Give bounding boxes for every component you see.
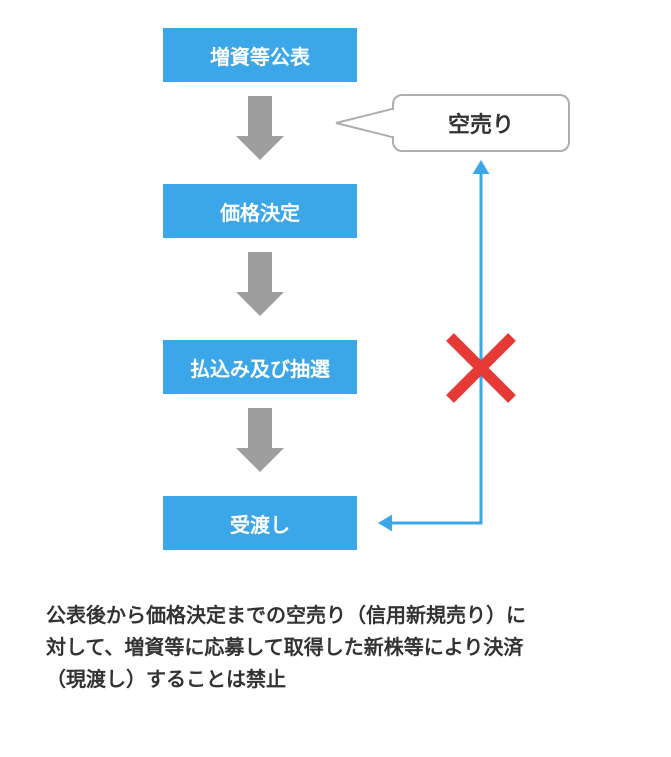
- prohibition-x-icon: [446, 333, 516, 403]
- step-box-3: 払込み及び抽選: [163, 340, 357, 394]
- step-label-1: 増資等公表: [210, 41, 310, 70]
- diagram-container: 増資等公表 価格決定 払込み及び抽選 受渡し 空売り 公表後から価格決定までの空…: [0, 0, 671, 757]
- caption-line-2: 対して、増資等に応募して取得した新株等により決済: [46, 637, 523, 659]
- step-label-2: 価格決定: [220, 197, 300, 226]
- down-arrow-icon: [236, 96, 284, 160]
- caption-text: 公表後から価格決定までの空売り（信用新規売り）に 対して、増資等に応募して取得し…: [46, 600, 636, 696]
- callout-tail-icon: [334, 107, 394, 139]
- step-label-4: 受渡し: [230, 509, 290, 538]
- callout-label: 空売り: [448, 107, 514, 139]
- step-box-2: 価格決定: [163, 184, 357, 238]
- caption-line-1: 公表後から価格決定までの空売り（信用新規売り）に: [46, 605, 526, 627]
- step-label-3: 払込み及び抽選: [190, 353, 330, 382]
- caption-line-3: （現渡し）することは禁止: [46, 669, 286, 691]
- short-selling-callout: 空売り: [392, 94, 570, 152]
- down-arrow-icon: [236, 408, 284, 472]
- down-arrow-icon: [236, 252, 284, 316]
- step-box-1: 増資等公表: [163, 28, 357, 82]
- step-box-4: 受渡し: [163, 496, 357, 550]
